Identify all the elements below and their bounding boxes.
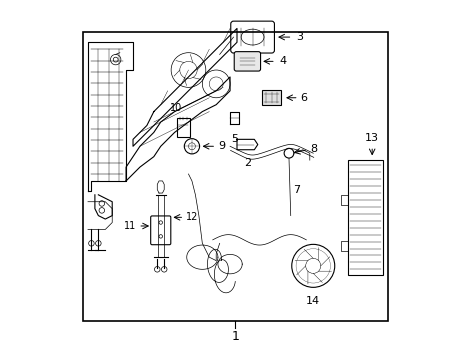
Text: 7: 7 xyxy=(293,184,300,195)
Text: 14: 14 xyxy=(306,296,320,306)
Text: 13: 13 xyxy=(365,133,379,143)
Text: 4: 4 xyxy=(279,56,286,66)
Text: 12: 12 xyxy=(186,212,198,222)
Text: 2: 2 xyxy=(244,158,251,168)
Bar xyxy=(348,160,383,275)
Text: 3: 3 xyxy=(296,32,303,42)
Text: 5: 5 xyxy=(231,134,238,144)
Text: 10: 10 xyxy=(170,103,182,113)
Bar xyxy=(83,32,388,321)
FancyBboxPatch shape xyxy=(262,90,282,105)
Text: 8: 8 xyxy=(310,144,317,154)
Text: 1: 1 xyxy=(231,330,239,343)
Text: 6: 6 xyxy=(301,93,308,103)
Text: 9: 9 xyxy=(218,141,225,151)
Text: 11: 11 xyxy=(124,221,137,231)
FancyBboxPatch shape xyxy=(234,52,261,71)
